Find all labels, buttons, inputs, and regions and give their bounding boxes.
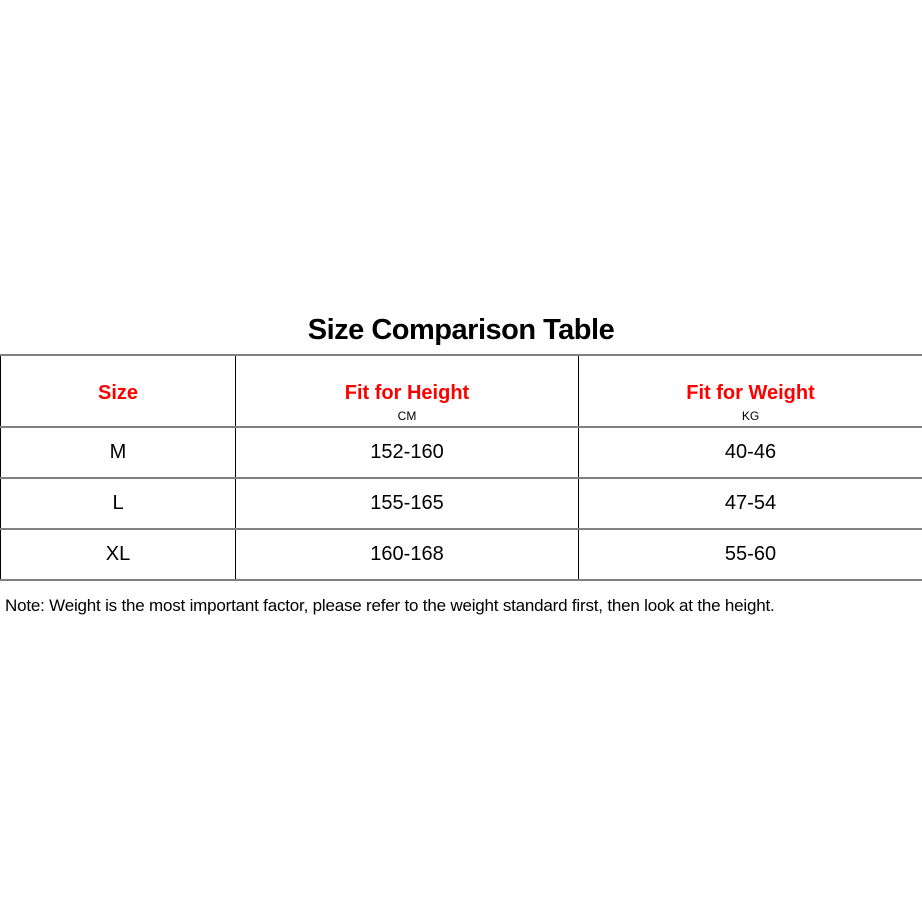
header-unit: KG [741,409,760,423]
height-cell: 155-165 [235,477,579,530]
height-cell: 152-160 [235,426,579,479]
size-cell: XL [0,528,236,581]
table-header-row: Size Fit for Height CM Fit for Weight KG [0,354,922,428]
size-table: Size Fit for Height CM Fit for Weight KG M… [0,354,922,581]
weight-cell: 55-60 [578,528,922,581]
table-row: XL 160-168 55-60 [0,528,922,581]
size-cell: M [0,426,236,479]
header-cell: Fit for Weight KG [578,354,922,428]
header-label: Size [97,382,139,404]
note-text: Note: Weight is the most important facto… [5,596,775,615]
table-row: M 152-160 40-46 [0,426,922,479]
height-cell: 160-168 [235,528,579,581]
header-label: Fit for Height [344,382,470,404]
header-label: Fit for Weight [686,382,815,404]
header-cell: Size [0,354,236,428]
weight-cell: 47-54 [578,477,922,530]
size-cell: L [0,477,236,530]
header-unit: CM [397,409,417,423]
page-title: Size Comparison Table [307,314,615,346]
weight-cell: 40-46 [578,426,922,479]
table-row: L 155-165 47-54 [0,477,922,530]
header-cell: Fit for Height CM [235,354,579,428]
